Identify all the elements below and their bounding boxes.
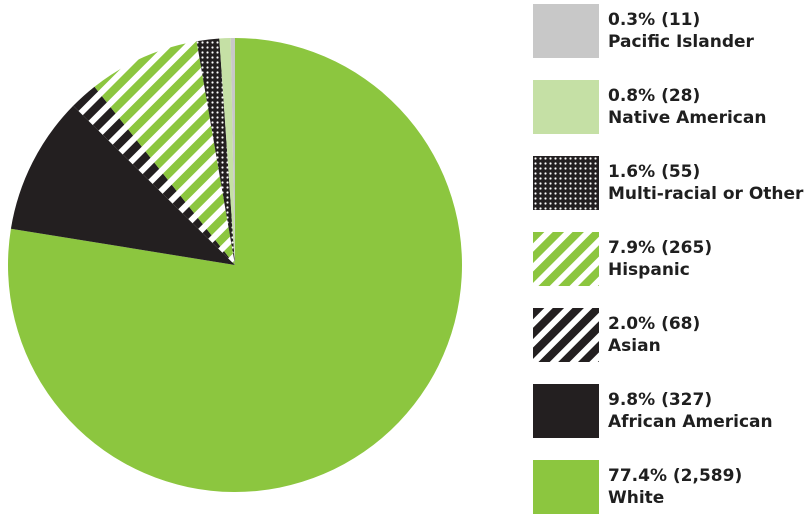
legend-label-pacific-islander: Pacific Islander <box>608 32 754 52</box>
legend-value-pacific-islander: 0.3% (11) <box>608 10 701 30</box>
pie-slice-asian <box>73 86 235 265</box>
legend-label-asian: Asian <box>608 336 661 356</box>
legend-value-white: 77.4% (2,589) <box>608 466 743 486</box>
legend-value-african-american: 9.8% (327) <box>608 390 713 410</box>
legend-item-multi-racial-or-other: 1.6% (55) Multi-racial or Other <box>533 156 812 216</box>
legend-swatch-african-american <box>533 384 599 438</box>
legend-item-native-american: 0.8% (28) Native American <box>533 80 812 140</box>
legend-item-pacific-islander: 0.3% (11) Pacific Islander <box>533 4 812 64</box>
pie-slice-white <box>8 38 463 492</box>
legend-label-hispanic: Hispanic <box>608 260 690 280</box>
legend-swatch-white <box>533 460 599 514</box>
legend-value-asian: 2.0% (68) <box>608 314 701 334</box>
pie-slice-multi-racial-or-other <box>196 38 235 266</box>
legend-swatch-hispanic <box>533 232 599 286</box>
legend-item-asian: 2.0% (68) Asian <box>533 308 812 368</box>
legend-value-hispanic: 7.9% (265) <box>608 238 713 258</box>
legend-item-white: 77.4% (2,589) White <box>533 460 812 520</box>
legend-swatch-multi-racial-or-other <box>533 156 599 210</box>
legend-swatch-asian <box>533 308 599 362</box>
pie-slice-pacific-islander <box>230 38 235 265</box>
pie-slice-native-american <box>219 38 235 265</box>
legend-label-white: White <box>608 488 665 508</box>
pie-slice-african-american <box>10 105 235 265</box>
legend-value-multi-racial-or-other: 1.6% (55) <box>608 162 701 182</box>
pie-slice-hispanic <box>94 41 235 265</box>
legend-label-multi-racial-or-other: Multi-racial or Other <box>608 184 804 204</box>
legend-label-native-american: Native American <box>608 108 767 128</box>
legend-swatch-native-american <box>533 80 599 134</box>
legend-label-african-american: African American <box>608 412 773 432</box>
legend-swatch-pacific-islander <box>533 4 599 58</box>
legend-value-native-american: 0.8% (28) <box>608 86 701 106</box>
legend-item-african-american: 9.8% (327) African American <box>533 384 812 444</box>
legend-item-hispanic: 7.9% (265) Hispanic <box>533 232 812 292</box>
